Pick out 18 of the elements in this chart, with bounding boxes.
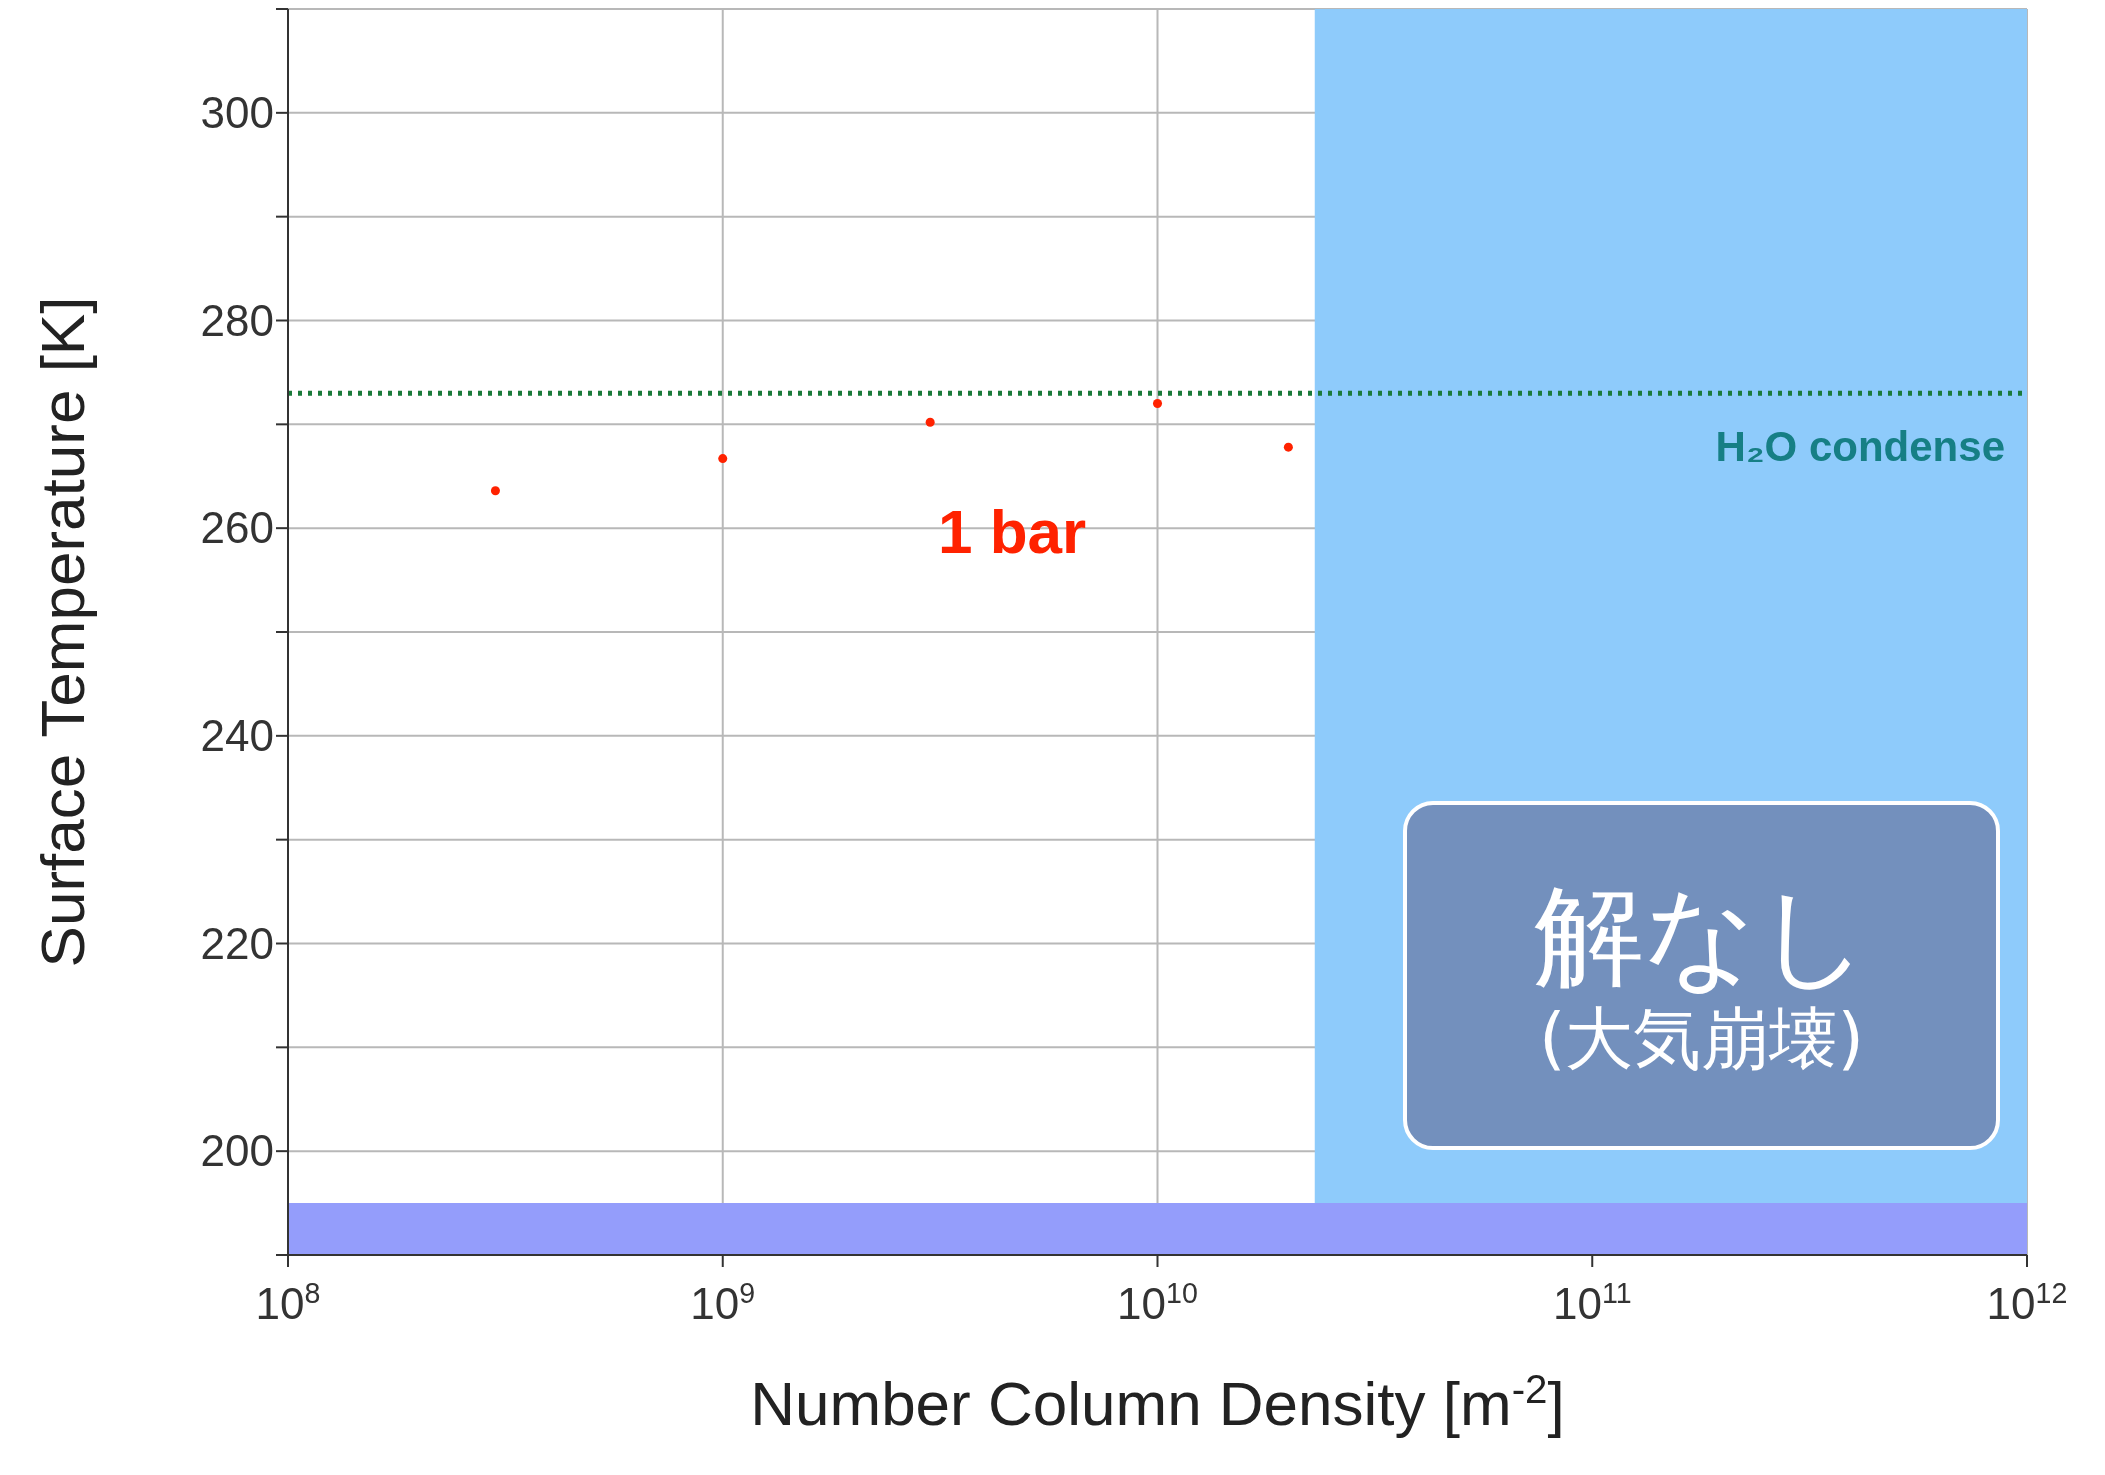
y-tick-label: 200 (200, 1126, 274, 1176)
y-tick-label: 240 (200, 710, 274, 760)
y-tick-label: 300 (200, 87, 274, 137)
y-tick-label: 280 (200, 295, 274, 345)
x-tick-label: 10$^{9}$ (690, 1277, 756, 1328)
x-tick-label: 10$^{11}$ (1552, 1277, 1632, 1328)
x-axis-title: Number Column Density [m$^{-2}$] (750, 1366, 1565, 1438)
x-tick-label: 10$^{10}$ (1117, 1277, 1198, 1328)
ref-line-label: H₂O condense (1715, 423, 2005, 471)
annotation: 1 bar (938, 496, 1087, 567)
note-box: 解なし (大気崩壊) (1403, 801, 2000, 1150)
annotation: 解なし (1533, 872, 1870, 1001)
y-axis-title: Surface Temperature [K] (28, 296, 98, 968)
y-tick-label: 260 (200, 503, 274, 553)
y-tick-label: 220 (200, 918, 274, 968)
x-tick-label: 10$^{8}$ (255, 1277, 321, 1328)
annotation: (大気崩壊) (1538, 998, 1865, 1078)
x-tick-label: 10$^{12}$ (1986, 1277, 2068, 1328)
